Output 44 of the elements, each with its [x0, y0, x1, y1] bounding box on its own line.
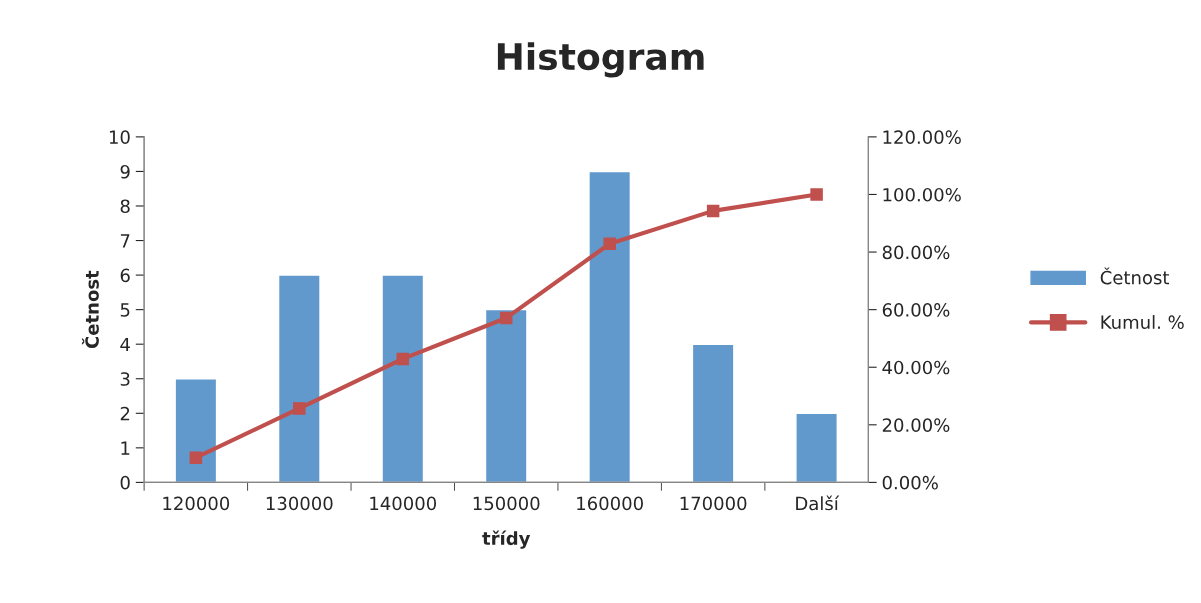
x-tick-label: 170000 — [680, 496, 747, 511]
y-tick-label: 0 — [120, 475, 130, 490]
bar — [691, 343, 735, 483]
point — [293, 402, 306, 415]
y-tick-label: 1 — [121, 441, 130, 455]
bar — [795, 412, 838, 483]
legend-label: Kumul. % — [1101, 315, 1184, 330]
point — [189, 451, 203, 464]
x-tick-label: 160000 — [577, 496, 643, 511]
point — [706, 204, 720, 218]
legend-label: Četnost — [1100, 267, 1170, 285]
x-axis-title: třídy — [482, 530, 531, 549]
y2-tick-label: 120.00% — [883, 130, 961, 144]
y-axis-title: Četnost — [81, 270, 99, 349]
y2-tick-label: 0.00% — [882, 475, 938, 490]
bar — [588, 170, 632, 483]
x-tick-label: 120000 — [163, 496, 230, 511]
y2-tick-label: 40.00% — [882, 360, 950, 375]
y-tick-label: 8 — [120, 199, 130, 214]
y-tick-label: 4 — [120, 337, 130, 352]
bar — [381, 274, 425, 483]
bar — [277, 274, 321, 483]
y-tick-label: 10 — [109, 130, 130, 144]
point — [499, 311, 513, 325]
x-tick-label: Další — [796, 495, 840, 511]
y-tick-label: 7 — [120, 234, 130, 248]
point — [810, 188, 823, 201]
point — [603, 237, 616, 250]
y2-tick-label: 80.00% — [882, 245, 950, 260]
y-tick-label: 6 — [120, 268, 130, 283]
bar — [174, 378, 218, 483]
point — [396, 352, 410, 366]
y-tick-label: 9 — [120, 164, 130, 179]
y2-tick-label: 100.00% — [883, 187, 961, 202]
chart-title: Histogram — [497, 42, 704, 78]
y2-tick-label: 60.00% — [882, 303, 950, 317]
y2-tick-label: 20.00% — [882, 418, 950, 432]
bar — [484, 308, 528, 483]
x-tick-label: 140000 — [370, 496, 437, 511]
x-tick-label: 130000 — [266, 496, 333, 511]
y-tick-label: 2 — [120, 406, 130, 421]
y-tick-label: 5 — [120, 303, 130, 317]
x-tick-label: 150000 — [473, 496, 540, 511]
y-tick-label: 3 — [120, 372, 130, 386]
